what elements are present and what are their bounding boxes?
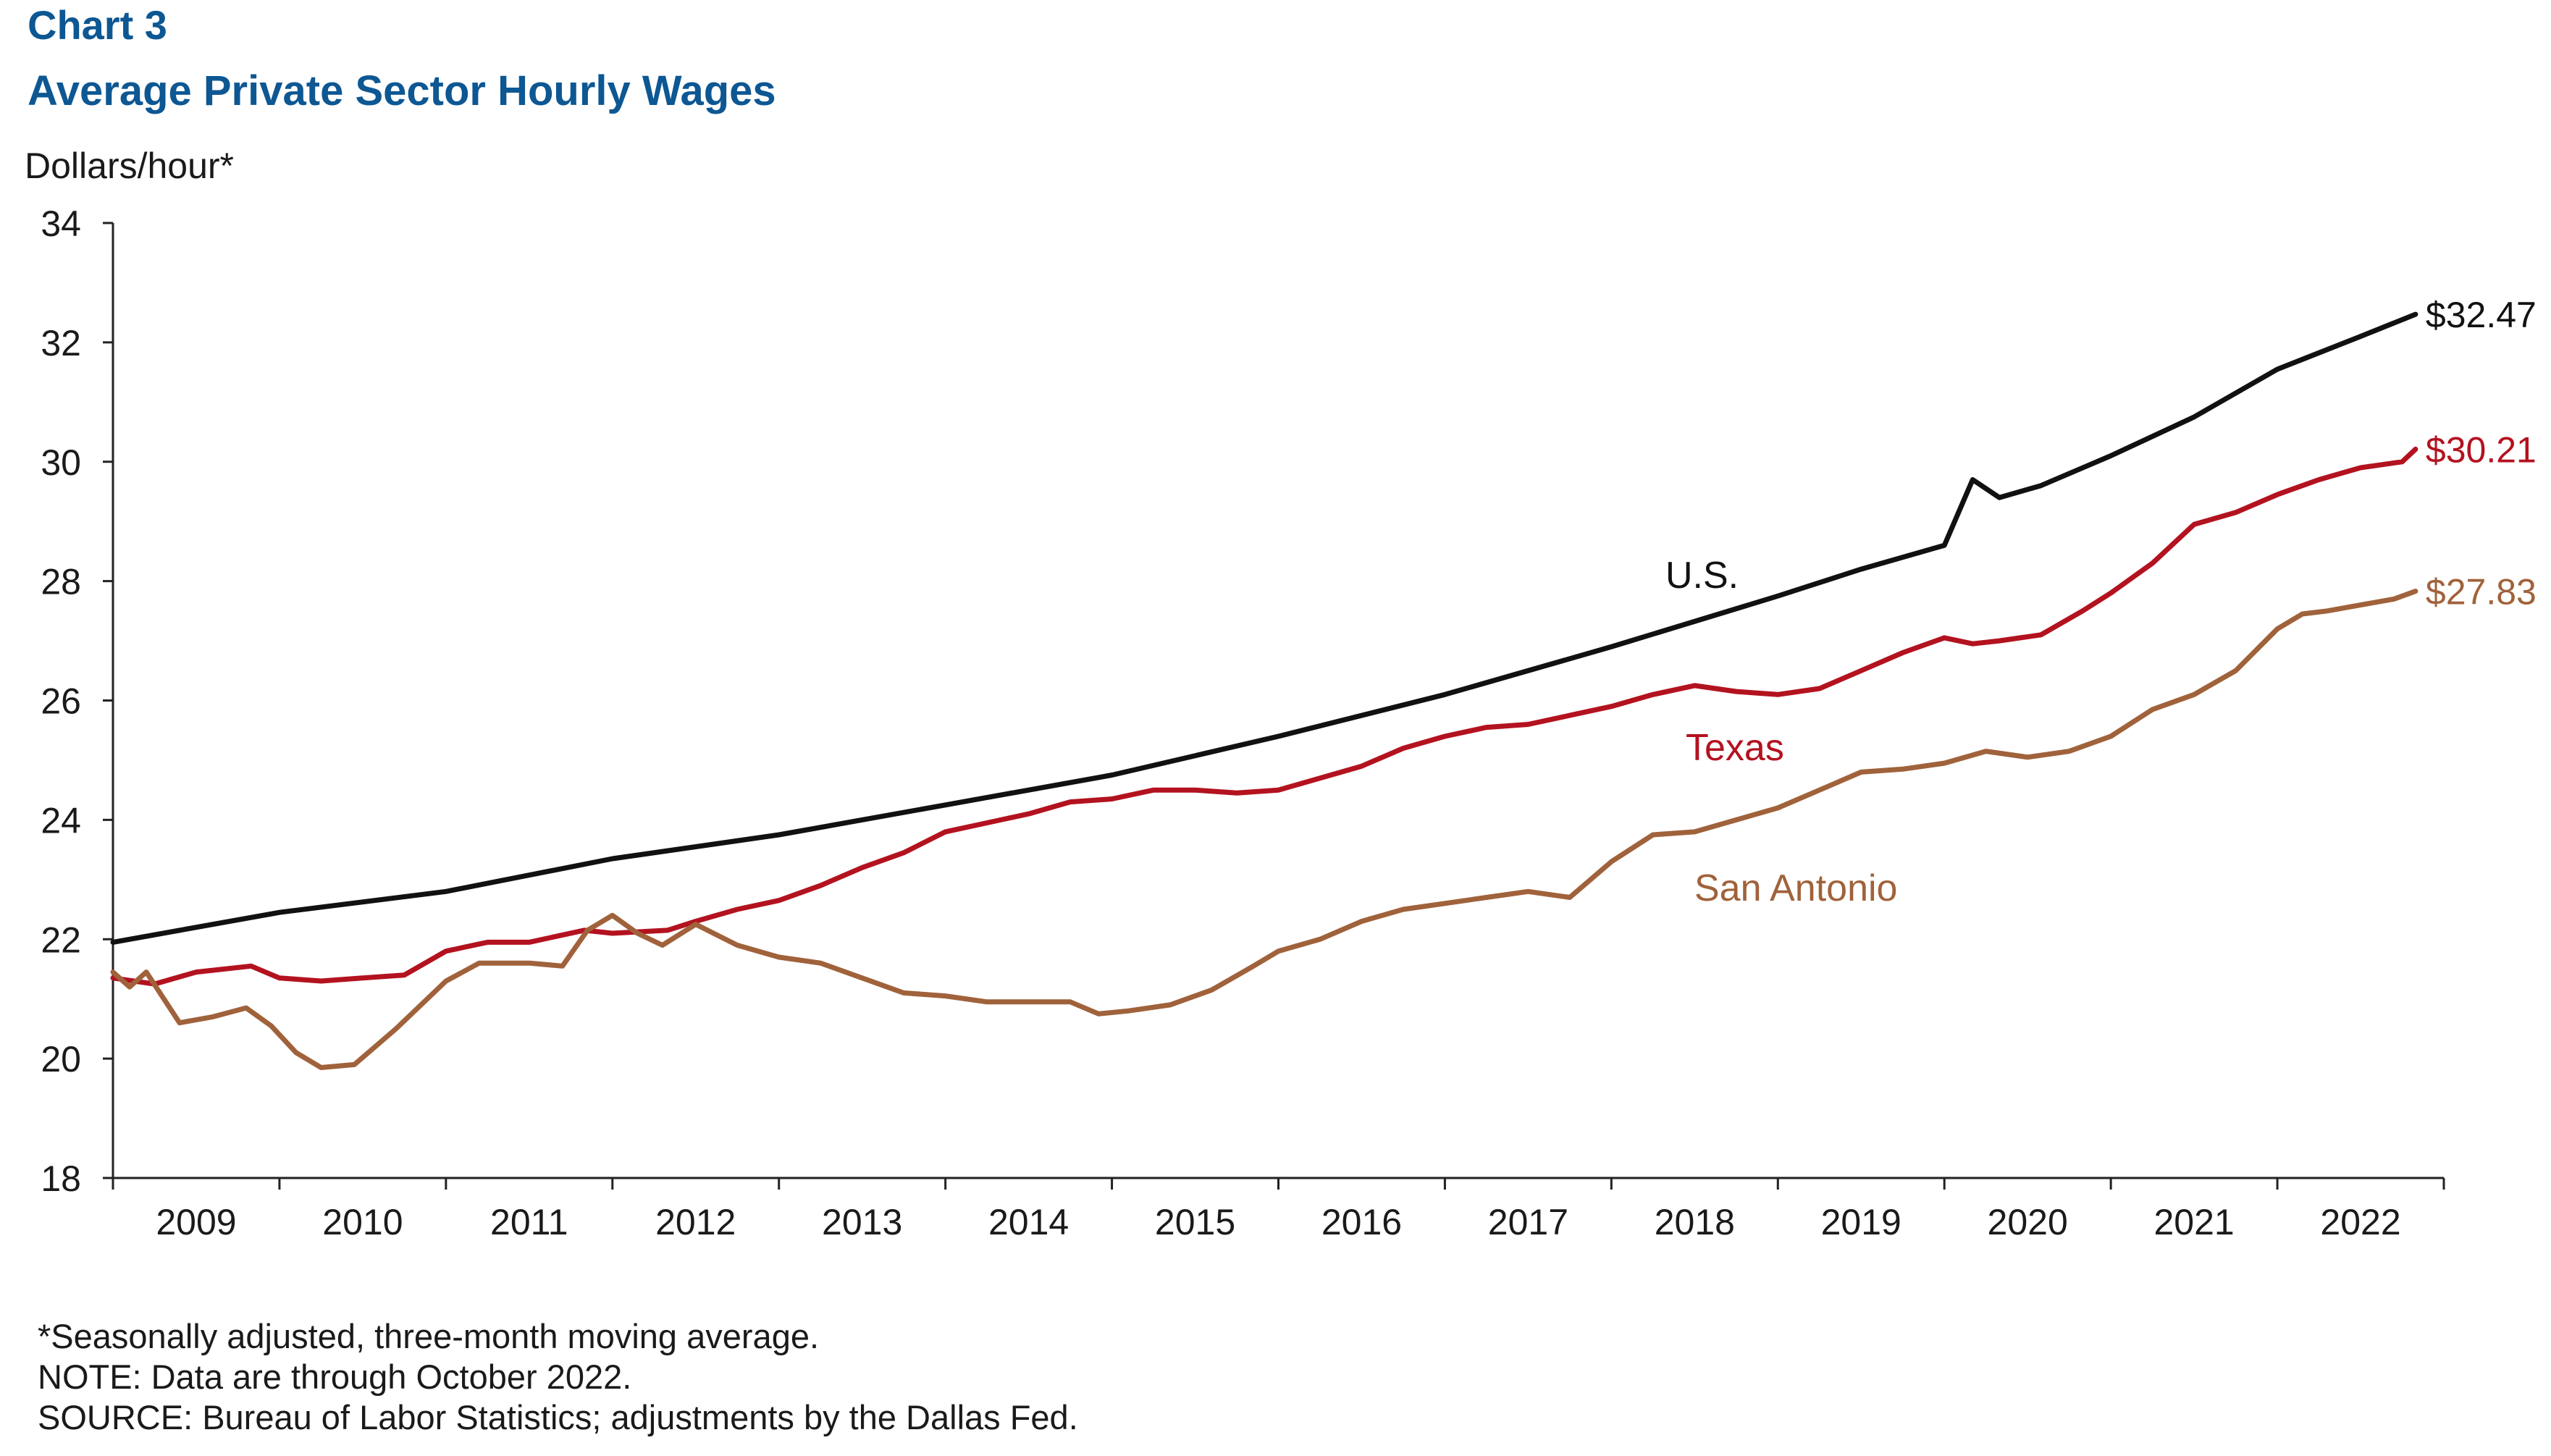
series-labels: $32.47 $30.21 $27.83 U.S. Texas San Antonio: [1665, 295, 2537, 909]
x-tick-label: 2022: [2320, 1202, 2400, 1242]
x-tick-label: 2017: [1488, 1202, 1568, 1242]
y-axis-ticks: 18 20 22 24 26 28 30 32 34: [41, 203, 113, 1199]
series-end-value-label: $30.21: [2426, 429, 2537, 470]
y-tick-label: 34: [41, 203, 81, 244]
x-tick-label: 2015: [1155, 1202, 1235, 1242]
data-note: NOTE: Data are through October 2022.: [38, 1358, 632, 1396]
chart-title: Average Private Sector Hourly Wages: [28, 67, 776, 114]
x-tick-label: 2011: [490, 1202, 568, 1242]
x-tick-label: 2018: [1655, 1202, 1735, 1242]
x-tick-label: 2016: [1321, 1202, 1402, 1242]
y-tick-label: 28: [41, 562, 81, 602]
y-tick-label: 26: [41, 681, 81, 722]
series-lines: [110, 311, 2418, 1070]
x-axis-ticks: 2009 2010 2011 2012 2013 2014 2015 2016 2017 2018…: [112, 1178, 2445, 1242]
series-end-value-label: $27.83: [2426, 572, 2537, 613]
x-tick-label: 2020: [1988, 1202, 2068, 1242]
x-tick-label: 2021: [2153, 1202, 2234, 1242]
series-line-san-antonio: [110, 589, 2418, 1070]
y-axis-unit-label: Dollars/hour*: [25, 146, 235, 186]
series-name-label: San Antonio: [1694, 867, 1897, 909]
x-tick-label: 2013: [822, 1202, 902, 1242]
chart-notes: *Seasonally adjusted, three-month moving…: [38, 1316, 1078, 1438]
y-tick-label: 32: [41, 323, 81, 363]
series-name-label: U.S.: [1665, 555, 1739, 597]
y-tick-label: 22: [41, 920, 81, 960]
x-tick-label: 2014: [988, 1202, 1069, 1242]
series-name-label: Texas: [1686, 727, 1784, 769]
x-tick-label: 2012: [655, 1202, 736, 1242]
y-tick-label: 18: [41, 1158, 81, 1199]
y-tick-label: 30: [41, 442, 81, 483]
x-tick-label: 2010: [322, 1202, 403, 1242]
series-end-value-label: $32.47: [2426, 295, 2537, 335]
series-line-texas: [110, 446, 2418, 987]
footnote: *Seasonally adjusted, three-month moving…: [38, 1317, 820, 1355]
y-tick-label: 20: [41, 1039, 81, 1080]
x-tick-label: 2009: [156, 1202, 236, 1242]
chart-number: Chart 3: [28, 2, 167, 48]
chart-axes: [112, 223, 2444, 1179]
source-note: SOURCE: Bureau of Labor Statistics; adju…: [38, 1398, 1078, 1436]
y-tick-label: 24: [41, 800, 81, 841]
series-line-u-s-: [110, 311, 2418, 945]
x-tick-label: 2019: [1821, 1202, 1901, 1242]
